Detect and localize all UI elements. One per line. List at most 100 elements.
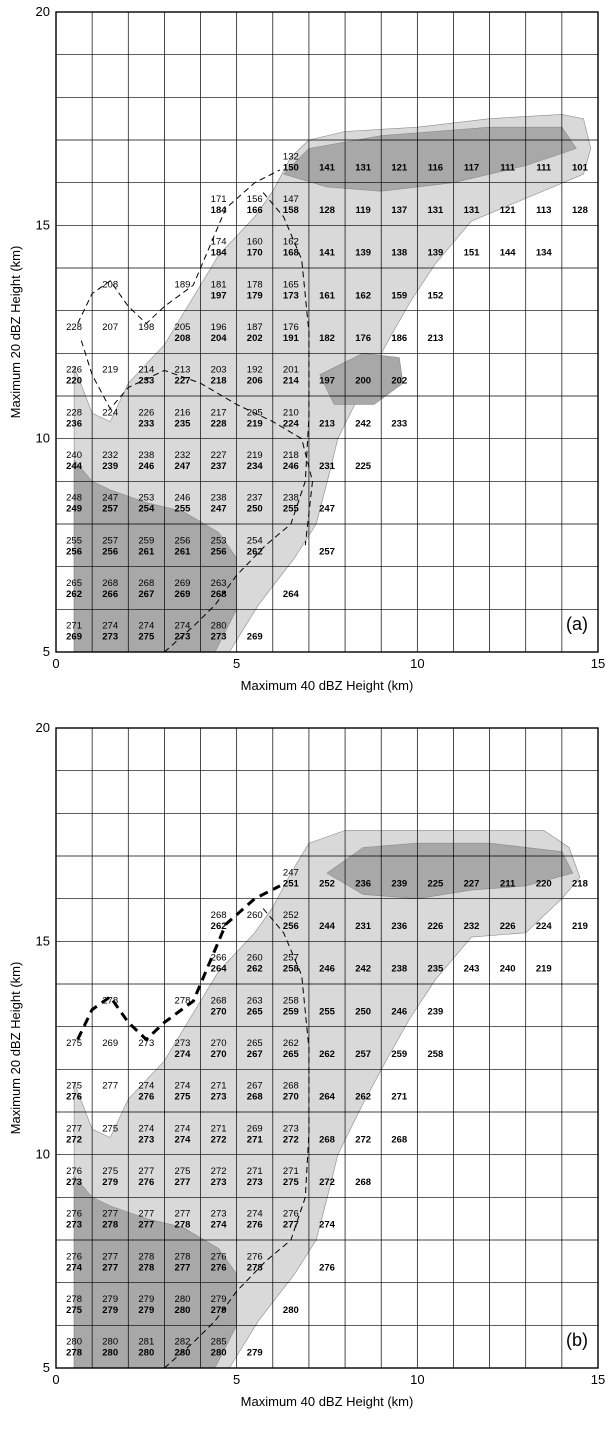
cell-value-top: 162 (283, 237, 299, 248)
cell-value-bottom: 272 (283, 1134, 299, 1145)
cell-value-bottom: 225 (355, 461, 372, 472)
cell-value-top: 263 (211, 578, 227, 589)
cell-value-bottom: 218 (572, 878, 588, 889)
cell-value-bottom: 278 (138, 1262, 154, 1273)
cell-value-top: 275 (102, 1123, 118, 1134)
cell-value-top: 276 (66, 1251, 82, 1262)
cell-value-top: 232 (175, 450, 191, 461)
cell-value-bottom: 197 (319, 376, 335, 387)
grid-lines (56, 728, 598, 1368)
x-tick-label: 10 (410, 656, 424, 671)
cell-value-top: 217 (211, 407, 227, 418)
cell-value-bottom: 250 (355, 1006, 371, 1017)
cell-value-bottom: 275 (138, 632, 155, 643)
cell-value-bottom: 224 (536, 921, 553, 932)
cell-value-bottom: 262 (66, 589, 82, 600)
cell-value-bottom: 249 (66, 504, 82, 515)
cell-value-top: 192 (247, 365, 263, 376)
cell-value-top: 277 (102, 1251, 118, 1262)
shaded-region-level-2 (326, 842, 574, 900)
cell-value-bottom: 131 (427, 205, 444, 216)
chart-panel-b: 278 278 268 262 260 247 251 252 256 266 264 260 262 2… (0, 716, 614, 1432)
cell-value-top: 273 (175, 1038, 191, 1049)
cell-value-top: 208 (102, 279, 118, 290)
cell-value-bottom: 280 (283, 1305, 299, 1316)
cell-value-top: 247 (102, 493, 118, 504)
cell-value-bottom: 274 (211, 1220, 228, 1231)
cell-value-bottom: 213 (319, 418, 335, 429)
cell-value-bottom: 274 (66, 1262, 83, 1273)
cell-value-top: 285 (211, 1337, 227, 1348)
cell-value-top: 189 (175, 279, 191, 290)
cell-value-bottom: 113 (536, 205, 551, 216)
cell-value-bottom: 274 (319, 1220, 336, 1231)
y-tick-label: 5 (43, 644, 50, 659)
cell-value-top: 228 (66, 407, 82, 418)
cell-value-bottom: 273 (66, 1177, 82, 1188)
cell-value-bottom: 273 (102, 632, 118, 643)
cell-value-bottom: 101 (572, 162, 589, 173)
cell-value-top: 256 (175, 535, 191, 546)
cell-value-top: 254 (247, 535, 263, 546)
cell-value-bottom: 262 (247, 964, 263, 975)
cell-value-bottom: 261 (175, 546, 192, 557)
cell-value-bottom: 277 (175, 1262, 191, 1273)
cell-value-bottom: 275 (283, 1177, 300, 1188)
cell-value-bottom: 150 (283, 162, 299, 173)
cell-value-top: 203 (211, 365, 227, 376)
cell-value-bottom: 176 (355, 333, 371, 344)
cell-value-top: 268 (138, 578, 154, 589)
shaded-region-level-2 (73, 459, 237, 653)
cell-value-bottom: 137 (391, 205, 407, 216)
cell-value-bottom: 162 (355, 290, 371, 301)
cell-value-bottom: 259 (283, 1006, 299, 1017)
cell-value-bottom: 111 (500, 162, 516, 173)
cell-value-top: 187 (247, 322, 263, 333)
cell-value-top: 278 (138, 1251, 154, 1262)
cell-value-top: 273 (211, 1209, 227, 1220)
cell-value-top: 278 (175, 995, 191, 1006)
cell-value-bottom: 273 (66, 1220, 82, 1231)
cell-value-top: 280 (175, 1294, 191, 1305)
cell-value-bottom: 280 (102, 1348, 118, 1359)
cell-value-top: 279 (102, 1294, 118, 1305)
cell-value-bottom: 268 (391, 1134, 407, 1145)
cell-value-bottom: 182 (319, 333, 335, 344)
cell-value-bottom: 244 (66, 461, 83, 472)
cell-value-top: 247 (283, 867, 299, 878)
cell-value-top: 275 (66, 1081, 82, 1092)
cell-value-bottom: 116 (428, 162, 443, 173)
cell-value-top: 263 (247, 995, 263, 1006)
cell-value-top: 267 (247, 1081, 263, 1092)
cell-value-top: 271 (211, 1123, 227, 1134)
cell-value-top: 277 (102, 1081, 118, 1092)
cell-value-bottom: 274 (175, 1134, 192, 1145)
cell-value-bottom: 268 (211, 589, 227, 600)
cell-value-bottom: 270 (211, 1049, 227, 1060)
cell-value-bottom: 268 (355, 1177, 371, 1188)
cell-value-bottom: 279 (138, 1305, 154, 1316)
cell-value-bottom: 244 (319, 921, 336, 932)
y-tick-label: 20 (36, 4, 50, 19)
cell-value-bottom: 243 (464, 964, 480, 975)
cell-value-bottom: 280 (175, 1348, 191, 1359)
cell-value-bottom: 161 (319, 290, 336, 301)
cell-value-top: 219 (247, 450, 263, 461)
cell-value-bottom: 273 (211, 632, 227, 643)
cell-value-top: 178 (247, 279, 263, 290)
cell-value-bottom: 256 (211, 546, 227, 557)
cell-value-top: 240 (66, 450, 82, 461)
cell-value-bottom: 139 (355, 248, 371, 259)
cell-value-bottom: 271 (391, 1092, 408, 1103)
cell-value-top: 237 (247, 493, 263, 504)
cell-value-bottom: 220 (66, 376, 82, 387)
cell-value-top: 273 (283, 1123, 299, 1134)
cell-value-bottom: 277 (283, 1220, 299, 1231)
cell-value-top: 181 (211, 279, 227, 290)
cell-value-bottom: 138 (391, 248, 407, 259)
cell-value-bottom: 261 (138, 546, 155, 557)
cell-value-bottom: 246 (391, 1006, 407, 1017)
x-tick-label: 0 (52, 1372, 59, 1387)
x-tick-label: 5 (233, 1372, 240, 1387)
cell-value-bottom: 235 (175, 418, 192, 429)
